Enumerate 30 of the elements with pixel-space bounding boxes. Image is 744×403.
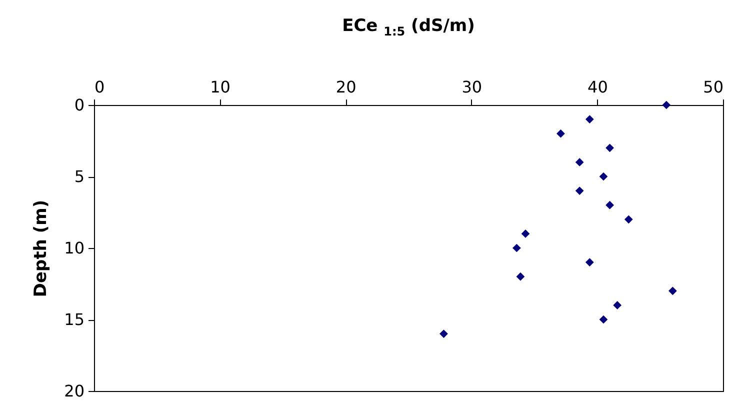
point: [516, 272, 525, 281]
x-tick-label: 30: [462, 78, 482, 96]
point: [606, 144, 614, 152]
x-tick-label: 0: [94, 78, 105, 96]
y-tick-label: 5: [74, 167, 84, 186]
point: [575, 158, 584, 166]
point: [668, 286, 677, 296]
point: [521, 230, 530, 238]
point: [599, 172, 608, 181]
x-tick-label: 20: [336, 78, 356, 96]
point: [585, 258, 594, 266]
x-axis-title: ECe $_{1:5}$ (dS/m): [341, 16, 476, 38]
point: [599, 315, 608, 324]
point: [624, 215, 633, 224]
y-tick-label: 20: [64, 382, 84, 400]
x-tick-label: 50: [703, 78, 724, 96]
point: [440, 330, 448, 338]
point: [613, 301, 622, 310]
point: [585, 115, 594, 124]
y-axis-title: Depth (m): [31, 200, 52, 298]
point: [606, 200, 614, 210]
point: [662, 100, 671, 110]
point: [575, 186, 584, 195]
y-tick-label: 10: [64, 238, 84, 258]
x-tick-label: 40: [588, 78, 608, 96]
point: [512, 244, 521, 252]
y-tick-label: 15: [64, 310, 84, 329]
y-tick-label: 0: [74, 96, 84, 114]
x-tick-label: 10: [210, 78, 230, 96]
point: [556, 129, 565, 138]
